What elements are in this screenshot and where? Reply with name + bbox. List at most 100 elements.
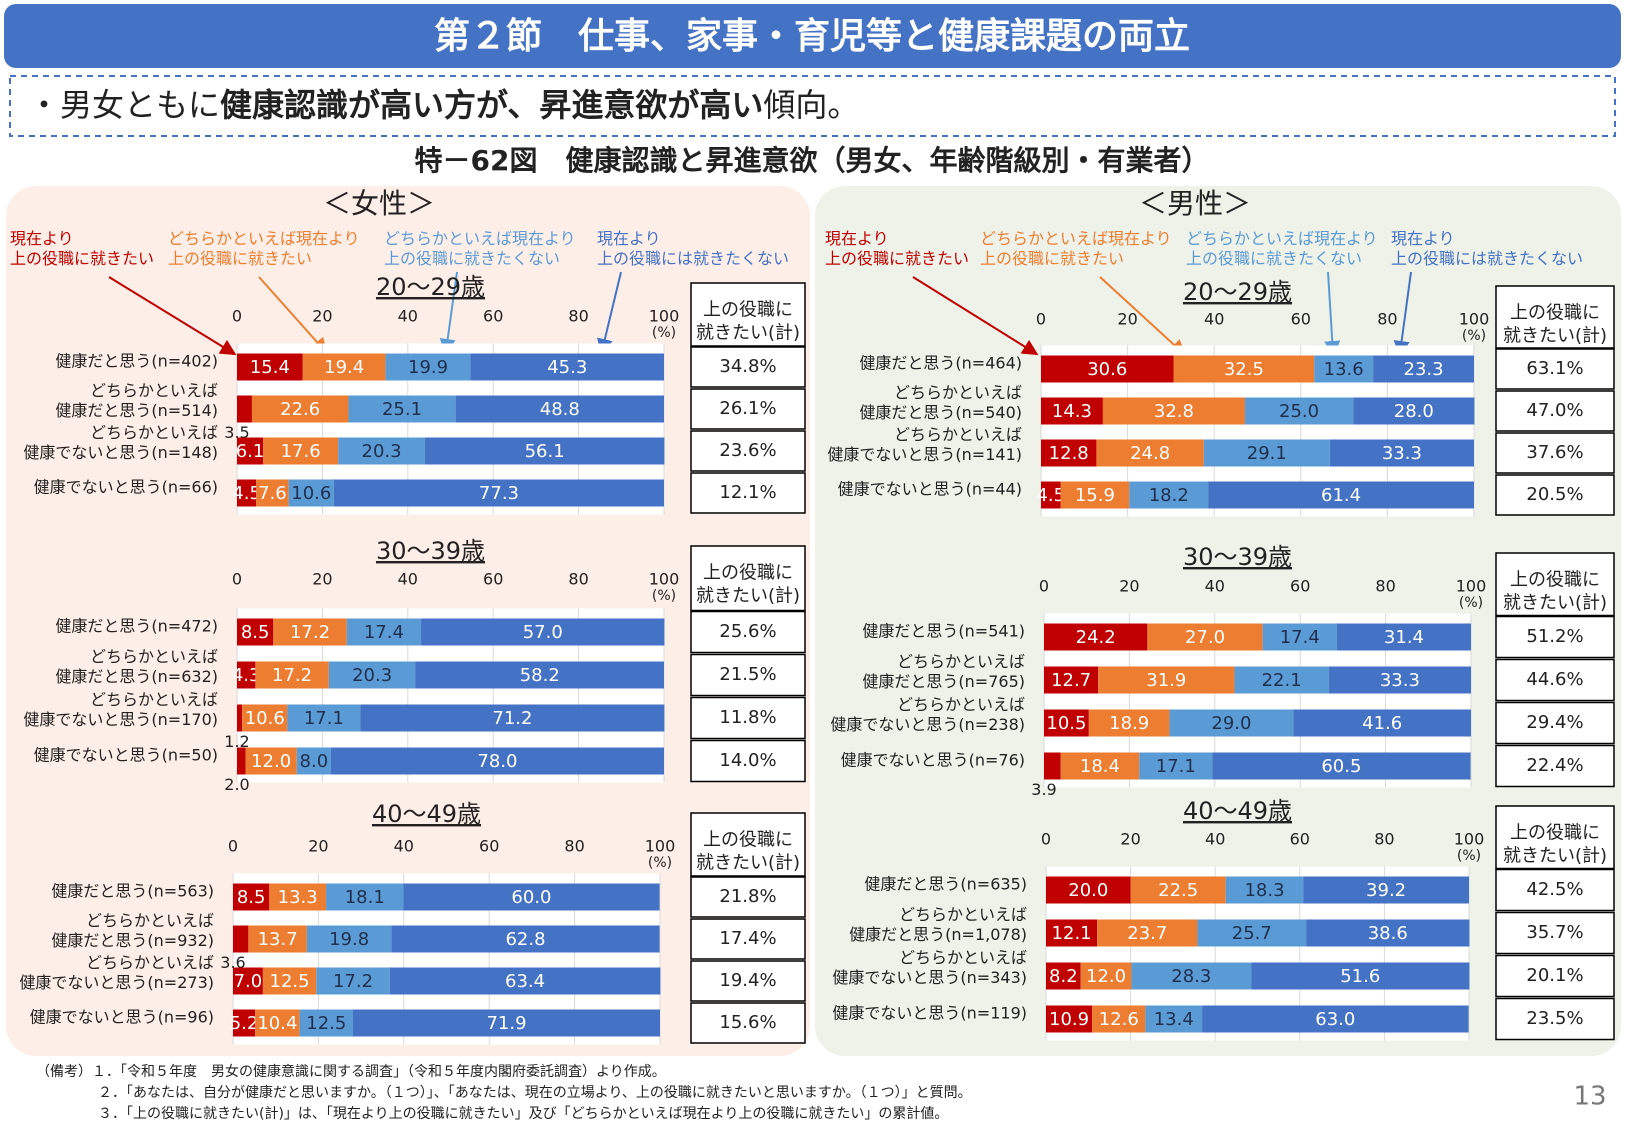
value-label: 22.6 [280,399,320,420]
category-label: どちらかといえば健康でないと思う(n=170) [23,690,218,729]
total-header-box [690,812,806,877]
total-box [690,346,806,388]
value-label: 1.2 [224,732,249,751]
x-tick-label: 80 [1375,577,1395,596]
value-label: 13.4 [1154,1009,1194,1030]
value-label: 8.0 [300,751,329,772]
value-label: 17.6 [281,441,321,462]
total-value: 23.5% [1526,1008,1583,1029]
category-label: 健康でないと思う(n=66) [34,478,218,497]
total-box [690,472,806,514]
bar-segment [1303,876,1469,904]
value-label: 18.3 [1244,880,1284,901]
total-value: 20.5% [1526,484,1583,505]
category-label: 健康でないと思う(n=76) [841,751,1025,770]
total-header-box [690,282,806,347]
value-label: 6.1 [236,441,265,462]
total-value: 11.8% [719,707,776,728]
bar-segment [248,925,307,953]
value-label: 78.0 [477,751,517,772]
bar-segment [1293,709,1471,737]
x-tick-label: 60 [483,307,503,326]
x-tick-label: 80 [564,837,584,856]
bar-segment [1041,481,1061,509]
x-tick-label: 40 [1204,310,1224,329]
total-value: 37.6% [1526,442,1583,463]
total-value: 19.4% [719,970,776,991]
bar-segment [1046,962,1081,990]
total-box [690,918,806,960]
value-label: 12.0 [251,751,291,772]
bar-segment [1102,397,1245,425]
bar-segment [1244,397,1354,425]
bar-segment [1373,355,1474,383]
value-label: 7.6 [258,483,287,504]
value-label: 19.4 [324,357,364,378]
value-label: 19.9 [408,357,448,378]
value-label: 33.3 [1382,443,1422,464]
category-label: 健康だと思う(n=563) [51,882,214,901]
bar-segment [1080,962,1132,990]
value-label: 24.8 [1130,443,1170,464]
bar-segment [269,883,327,911]
category-label: どちらかといえば健康でないと思う(n=141) [827,425,1022,464]
value-label: 32.8 [1154,401,1194,422]
value-label: 56.1 [525,441,565,462]
x-tick-label: 80 [1374,830,1394,849]
bar-segment [287,704,361,732]
value-label: 8.5 [237,887,266,908]
value-label: 18.4 [1080,756,1120,777]
value-label: 41.6 [1362,713,1402,734]
total-header-box [1495,805,1615,870]
value-label: 15.9 [1075,485,1115,506]
value-label: 51.6 [1340,966,1380,987]
total-value: 26.1% [719,398,776,419]
value-label: 10.4 [257,1013,297,1034]
category-label: 健康だと思う(n=541) [862,622,1025,641]
x-tick-label: 100 [649,570,680,589]
total-header: 上の役職に就きたい(計) [696,830,800,874]
bar-segment [455,395,664,423]
value-label: 18.1 [345,887,385,908]
category-label: どちらかといえば健康だと思う(n=514) [55,381,218,420]
x-tick-label: 0 [232,570,242,589]
bar-segment [1044,752,1061,780]
value-label: 38.6 [1368,923,1408,944]
header-title: 第２節 仕事、家事・育児等と健康課題の両立 [434,15,1190,57]
value-label: 4.5 [1036,485,1065,506]
bar-segment [326,883,404,911]
bar-segment [1046,1005,1093,1033]
value-label: 19.8 [329,929,369,950]
total-value: 21.8% [719,886,776,907]
total-value: 29.4% [1526,712,1583,733]
bar-segment [237,437,264,465]
x-tick-label: 20 [312,307,332,326]
bar-segment [389,967,661,995]
bar-segment [1212,752,1471,780]
bar-segment [273,618,347,646]
summary-segment: 傾向。 [763,86,859,124]
x-tick-label: 20 [312,570,332,589]
bar-segment [1046,876,1131,904]
x-tick-label: 20 [308,837,328,856]
bar-segment [1046,919,1098,947]
bar-segment [237,353,303,381]
total-value: 63.1% [1526,358,1583,379]
value-label: 13.3 [278,887,318,908]
bar-segment [237,479,257,507]
total-box [690,876,806,918]
value-label: 10.6 [291,483,331,504]
unit-label: (%) [1459,595,1483,611]
value-label: 31.4 [1384,627,1424,648]
total-box [1495,615,1615,659]
x-tick-label: 100 [649,307,680,326]
panel-title: ＜男性＞ [1139,187,1251,220]
value-label: 28.3 [1171,966,1211,987]
value-label: 39.2 [1366,880,1406,901]
x-tick-label: 20 [1120,830,1140,849]
value-label: 15.4 [250,357,290,378]
value-label: 2.0 [224,775,249,794]
total-value: 21.5% [719,664,776,685]
bar-segment [1092,1005,1146,1033]
